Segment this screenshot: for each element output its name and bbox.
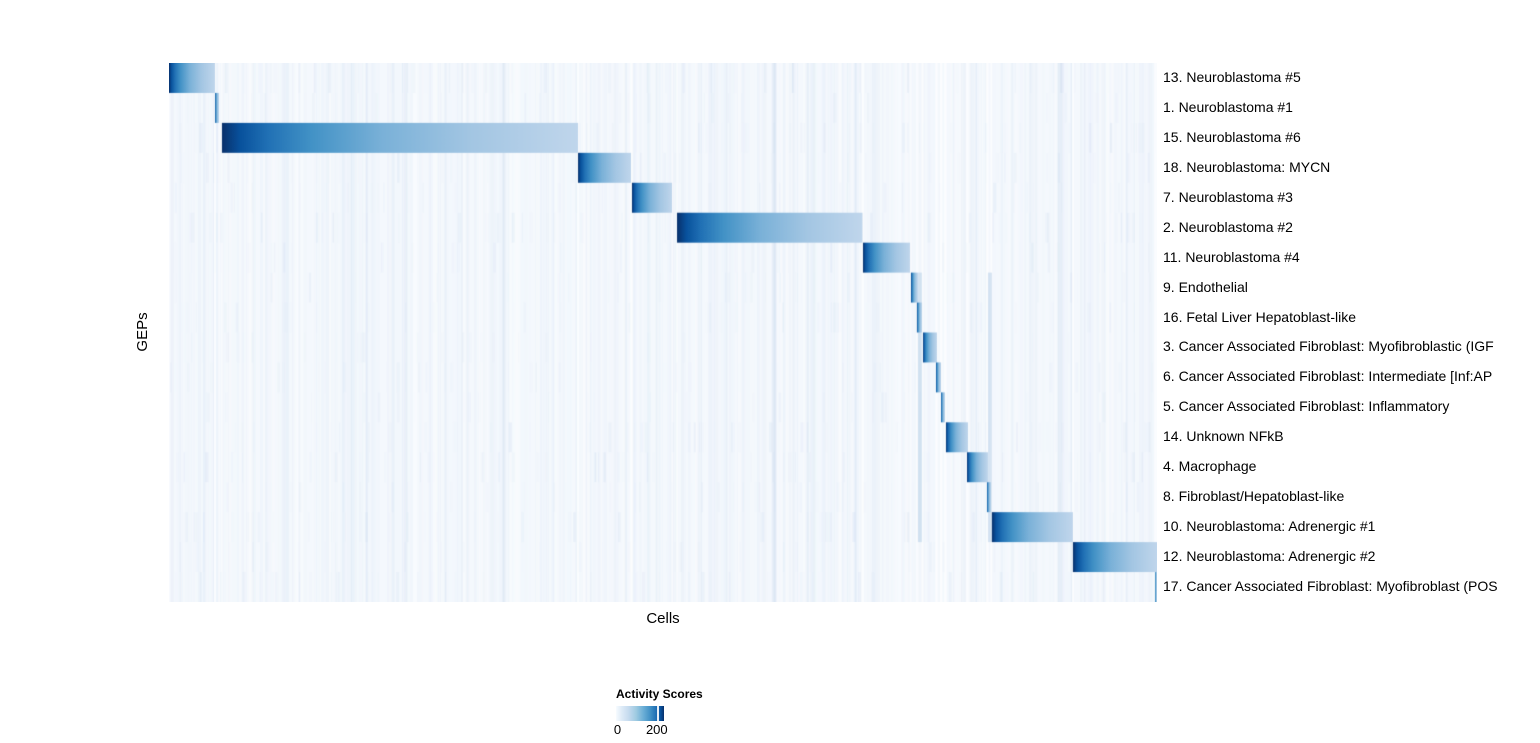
row-label: 3. Cancer Associated Fibroblast: Myofibr… — [1163, 338, 1494, 355]
row-label: 18. Neuroblastoma: MYCN — [1163, 158, 1331, 175]
colorbar-max-label: 200 — [645, 722, 668, 737]
row-label: 12. Neuroblastoma: Adrenergic #2 — [1163, 548, 1376, 564]
row-label: 17. Cancer Associated Fibroblast: Myofib… — [1163, 577, 1498, 594]
row-label: 11. Neuroblastoma #4 — [1163, 248, 1300, 265]
colorbar-gradient — [616, 706, 664, 721]
row-label: 6. Cancer Associated Fibroblast: Interme… — [1163, 368, 1493, 385]
row-label: 10. Neuroblastoma: Adrenergic #1 — [1163, 518, 1376, 535]
row-label: 7. Neuroblastoma #3 — [1163, 188, 1293, 205]
x-axis-label: Cells — [646, 610, 680, 627]
y-axis-label: GEPs — [134, 312, 151, 352]
row-label: 5. Cancer Associated Fibroblast: Inflamm… — [1163, 398, 1450, 415]
row-labels: 13. Neuroblastoma #5 1. Neuroblastoma #1 1… — [1163, 63, 1540, 602]
legend-title: Activity Scores — [616, 687, 703, 701]
row-label: 13. Neuroblastoma #5 — [1163, 69, 1301, 85]
row-label: 8. Fibroblast/Hepatoblast-like — [1163, 488, 1345, 505]
colorbar-legend: Activity Scores 0 200 — [613, 687, 776, 739]
colorbar-tick-mark — [656, 706, 659, 721]
row-label: 4. Macrophage — [1163, 458, 1257, 475]
colorbar-tick-labels: 0 200 — [613, 722, 668, 738]
row-label: 1. Neuroblastoma #1 — [1163, 98, 1293, 115]
row-label: 9. Endothelial — [1163, 278, 1248, 295]
heatmap-plot — [169, 63, 1157, 602]
row-label: 16. Fetal Liver Hepatoblast-like — [1163, 308, 1356, 325]
row-label: 2. Neuroblastoma #2 — [1163, 218, 1293, 235]
row-label: 15. Neuroblastoma #6 — [1163, 128, 1301, 145]
row-label: 14. Unknown NFkB — [1163, 428, 1284, 445]
colorbar-min-label: 0 — [613, 722, 622, 737]
